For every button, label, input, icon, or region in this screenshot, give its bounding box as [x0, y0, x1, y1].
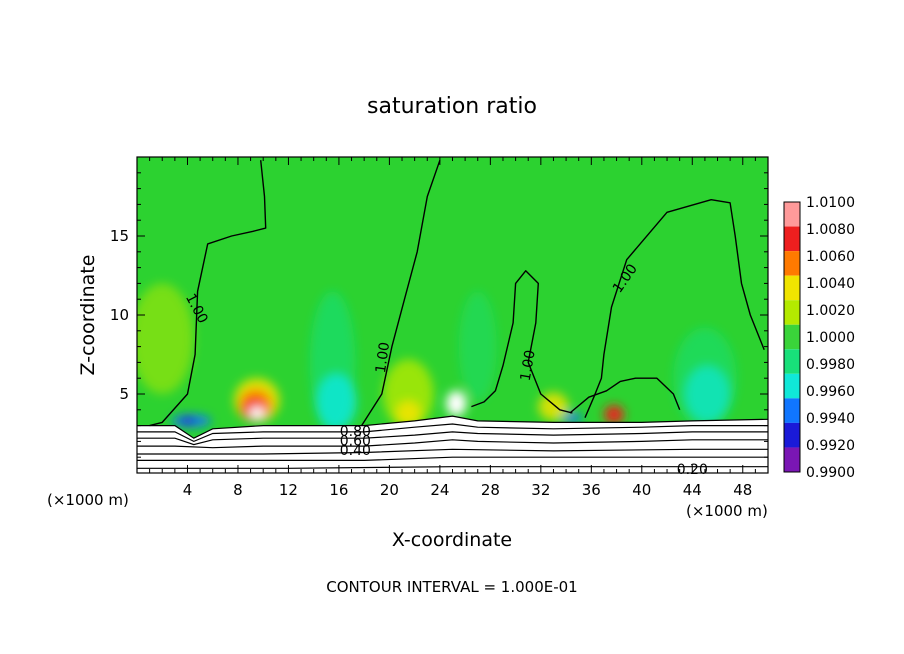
colorbar-level-label: 1.0040 [806, 276, 855, 292]
ground-contour-3 [137, 439, 768, 449]
field-blob-7 [383, 359, 434, 429]
field-blob-14 [684, 365, 731, 423]
contour-label: 0.60 [340, 433, 371, 449]
chart-title: saturation ratio [367, 94, 537, 119]
colorbar-level-label: 0.9980 [806, 357, 855, 373]
y-axis-ticks: 5 10 15 [110, 172, 768, 458]
contour-1-00-2 [471, 270, 573, 414]
colorbar-level-label: 1.0060 [806, 249, 855, 265]
field-blob-17 [562, 412, 583, 423]
colorbar-level-label: 1.0100 [806, 195, 855, 211]
colorbar-swatch [784, 226, 800, 252]
x-axis-label: X-coordinate [392, 529, 512, 551]
colorbar-swatch [784, 398, 800, 423]
y-axis-label: Z-coordinate [77, 255, 99, 376]
field-blobs [137, 283, 737, 434]
ground-contour-1 [137, 423, 768, 443]
x-tick-label: 36 [582, 481, 601, 499]
x-unit-right: (×1000 m) [686, 502, 768, 520]
contour-label: 0.80 [340, 424, 371, 440]
contour-label: 1.00 [518, 349, 539, 382]
field-blob-0 [137, 283, 194, 394]
colorbar-swatch [784, 422, 800, 448]
field-blob-10 [446, 390, 467, 417]
y-tick-label: 10 [110, 306, 129, 324]
contour-label: 0.40 [340, 443, 371, 459]
contour-1-00-3 [584, 198, 765, 418]
field-blob-6 [316, 373, 357, 431]
contour-interval-note: CONTOUR INTERVAL = 1.000E-01 [326, 578, 577, 596]
contour-label: 1.00 [373, 341, 393, 374]
field-blob-4 [249, 406, 265, 420]
colorbar-swatch [784, 251, 800, 276]
y-tick-label: 5 [119, 385, 129, 403]
x-tick-label: 48 [733, 481, 752, 499]
field-shading [137, 283, 737, 434]
x-tick-label: 32 [531, 481, 550, 499]
ground-fill [137, 416, 768, 473]
contour-1-00-0 [149, 160, 267, 427]
x-tick-label: 16 [329, 481, 348, 499]
x-tick-label: 44 [683, 481, 702, 499]
x-tick-label: 20 [380, 481, 399, 499]
colorbar-swatch [784, 373, 800, 399]
contour-1-00-1 [361, 159, 441, 426]
colorbar-swatch [784, 447, 800, 472]
x-unit-left: (×1000 m) [47, 491, 129, 509]
colorbar-swatch [784, 324, 800, 350]
colorbar-swatch [784, 275, 800, 301]
colorbar-frame [783, 201, 801, 473]
below-ground-region [137, 416, 768, 473]
colorbar-swatch [784, 202, 800, 227]
y-tick-label: 15 [110, 227, 129, 245]
x-tick-label: 8 [233, 481, 243, 499]
colorbar-swatch [784, 300, 800, 325]
x-tick-label: 28 [481, 481, 500, 499]
x-tick-label: 4 [183, 481, 193, 499]
field-blob-8 [395, 400, 421, 426]
ground-contour-5 [137, 456, 768, 461]
x-axis-ticks: 4 8 12 16 20 24 28 32 36 40 44 48 [149, 157, 756, 499]
colorbar-level-label: 0.9940 [806, 411, 855, 427]
colorbar-level-label: 0.9920 [806, 438, 855, 454]
colorbar-swatch [784, 349, 800, 374]
colorbar-level-label: 1.0000 [806, 330, 855, 346]
x-tick-label: 12 [279, 481, 298, 499]
colorbar-level-label: 0.9960 [806, 384, 855, 400]
colorbar: 1.0100 1.0080 1.0060 1.0040 1.0020 1.0000 0.99… [783, 195, 855, 481]
x-tick-label: 24 [430, 481, 449, 499]
field-blob-11 [538, 392, 569, 421]
ground-contour-0 [137, 415, 768, 439]
field-blob-9 [458, 291, 497, 402]
x-tick-label: 40 [632, 481, 651, 499]
field-blob-16 [179, 416, 196, 425]
colorbar-level-label: 0.9900 [806, 465, 855, 481]
colorbar-level-label: 1.0020 [806, 303, 855, 319]
field-blob-12 [603, 405, 625, 425]
ground-contour-2 [137, 431, 768, 446]
colorbar-level-label: 1.0080 [806, 222, 855, 238]
contour-1-00-4 [569, 377, 681, 414]
ground-contour-4 [137, 448, 768, 455]
